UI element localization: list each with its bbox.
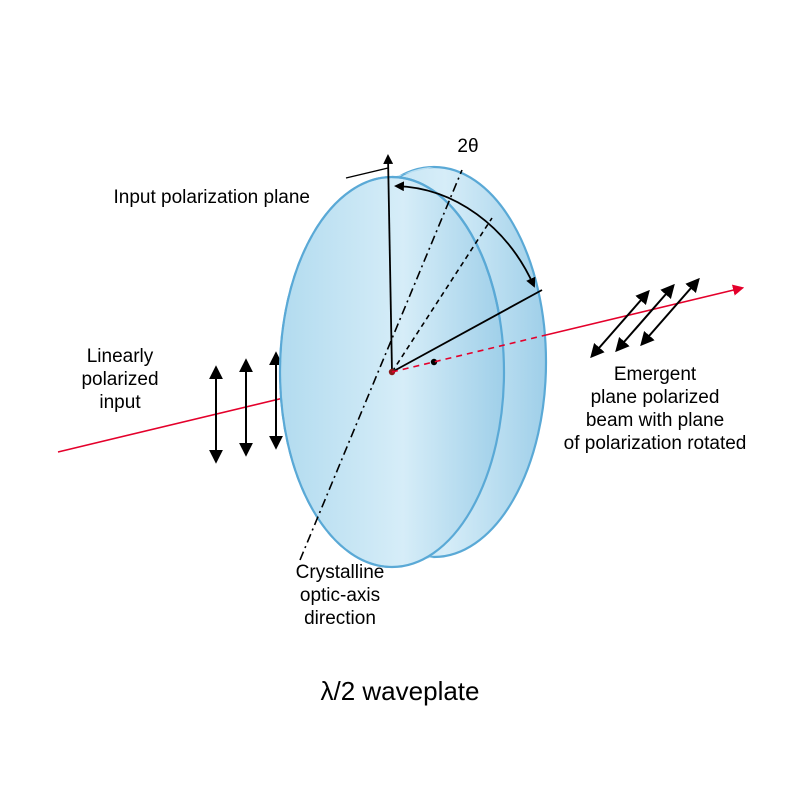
optic-axis-label: Crystalline optic-axis direction	[296, 562, 385, 629]
linear-input-label: Linearly polarized input	[81, 346, 158, 413]
svg-text:input: input	[99, 392, 141, 413]
diagram-title: λ/2 waveplate	[321, 676, 480, 706]
waveplate-diagram: 2θ Input polarization plane Linearly pol…	[0, 0, 800, 800]
svg-text:optic-axis: optic-axis	[300, 585, 380, 606]
svg-text:direction: direction	[304, 608, 376, 629]
angle-label: 2θ	[457, 136, 478, 157]
svg-text:of polarization rotated: of polarization rotated	[564, 433, 747, 454]
output-beam	[546, 288, 742, 335]
input-plane-label: Input polarization plane	[114, 187, 310, 208]
emergent-label: Emergent plane polarized beam with plane…	[564, 364, 747, 454]
svg-text:Linearly: Linearly	[87, 346, 154, 367]
svg-text:Crystalline: Crystalline	[296, 562, 385, 583]
output-polarization-arrows	[592, 280, 698, 356]
svg-text:beam with plane: beam with plane	[586, 410, 724, 431]
svg-text:plane polarized: plane polarized	[591, 387, 720, 408]
input-polarization-arrows	[216, 354, 276, 461]
svg-text:Emergent: Emergent	[614, 364, 697, 385]
svg-text:polarized: polarized	[81, 369, 158, 390]
waveplate-disc	[280, 167, 546, 567]
